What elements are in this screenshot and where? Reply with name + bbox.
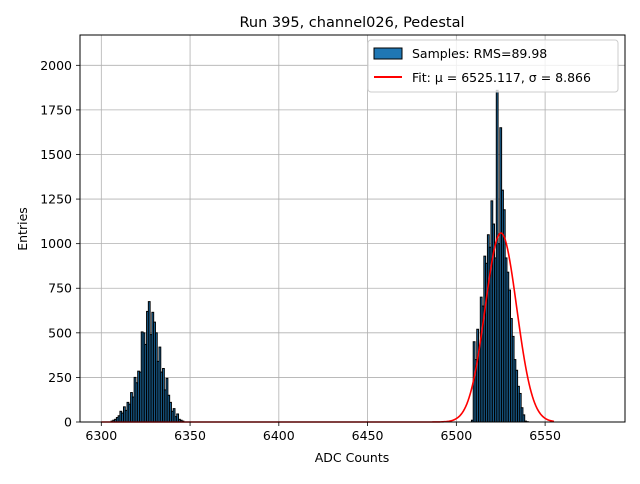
y-tick-label: 750 [48,281,72,296]
plot-frame [80,35,625,422]
x-axis-label: ADC Counts [315,450,390,465]
x-tick-label: 6300 [85,428,117,443]
grid [80,35,625,422]
x-tick-label: 6500 [440,428,472,443]
y-tick-label: 0 [64,415,72,430]
y-tick-label: 1750 [40,102,72,117]
y-tick-label: 500 [48,325,72,340]
x-tick-label: 6450 [352,428,384,443]
y-tick-label: 1000 [40,236,72,251]
legend-label-samples: Samples: RMS=89.98 [412,46,547,61]
legend-swatch-samples [374,48,402,59]
x-ticks: 6300 6350 6400 6450 6500 6550 [85,422,561,443]
chart-title: Run 395, channel026, Pedestal [239,15,464,31]
legend-label-fit: Fit: μ = 6525.117, σ = 8.866 [412,70,591,85]
histogram-bars [111,90,528,422]
legend: Samples: RMS=89.98 Fit: μ = 6525.117, σ … [368,40,618,92]
y-axis-label: Entries [15,207,30,251]
y-tick-label: 1500 [40,147,72,162]
y-tick-label: 2000 [40,58,72,73]
x-tick-label: 6400 [263,428,295,443]
x-tick-label: 6350 [174,428,206,443]
y-ticks: 0 250 500 750 1000 1250 1500 1750 2000 [40,58,80,430]
y-tick-label: 250 [48,370,72,385]
y-tick-label: 1250 [40,192,72,207]
x-tick-label: 6550 [529,428,561,443]
